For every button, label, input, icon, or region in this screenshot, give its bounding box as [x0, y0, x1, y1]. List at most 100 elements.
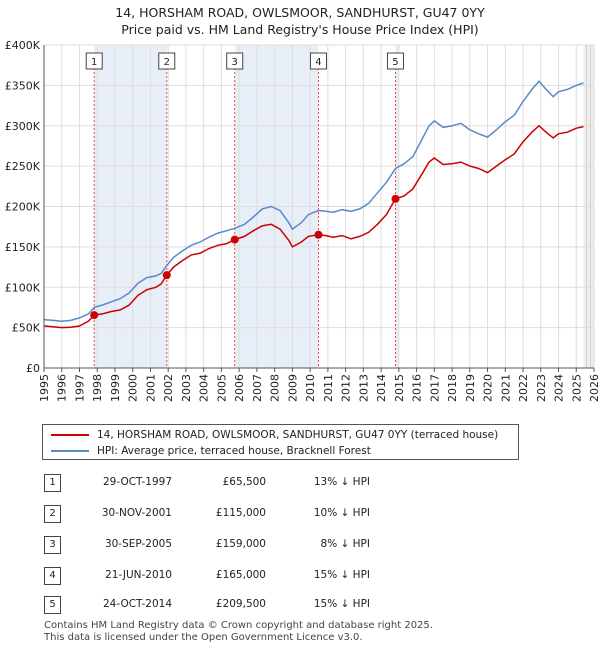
marker-label-box — [309, 52, 327, 70]
marker-label: 1 — [91, 57, 97, 68]
sale-point — [314, 230, 323, 239]
x-tick-label: 1995 — [38, 374, 51, 402]
x-tick-label: 2022 — [517, 374, 530, 402]
marker-label: 4 — [315, 57, 321, 68]
transaction-price: £209,500 — [215, 598, 266, 610]
y-tick-label: £0 — [26, 362, 40, 375]
sale-point — [391, 194, 400, 203]
x-tick-label: 2013 — [357, 374, 370, 402]
legend-label-price: 14, HORSHAM ROAD, OWLSMOOR, SANDHURST, G… — [97, 429, 499, 441]
price-paid-line — [43, 124, 584, 329]
y-tick-label: £400K — [5, 39, 41, 52]
x-tick-label: 2014 — [375, 374, 388, 402]
transaction-number: 1 — [44, 474, 61, 492]
x-tick-label: 2010 — [304, 374, 317, 402]
x-tick-label: 2020 — [482, 374, 495, 402]
transaction-price: £115,000 — [215, 507, 266, 519]
transaction-marker-lines: 1 2 3 4 5 — [85, 52, 404, 368]
legend-item-hpi: HPI: Average price, terraced house, Brac… — [51, 443, 371, 459]
transaction-price: £159,000 — [215, 538, 266, 550]
marker-label: 2 — [164, 57, 170, 68]
marker-label: 3 — [232, 57, 238, 68]
x-tick-label: 2015 — [393, 374, 406, 402]
footer-copyright: Contains HM Land Registry data © Crown c… — [44, 620, 433, 631]
transaction-hpi-diff: 10% ↓ HPI — [313, 507, 370, 519]
transaction-price: £165,000 — [215, 569, 266, 581]
title-line-2: Price paid vs. HM Land Registry's House … — [121, 22, 479, 37]
legend-label-hpi: HPI: Average price, terraced house, Brac… — [97, 445, 371, 457]
table-row: 5 24-OCT-2014 £209,500 15% ↓ HPI — [0, 596, 600, 614]
transaction-number: 5 — [44, 596, 61, 614]
legend-swatch-price — [51, 434, 89, 436]
x-tick-label: 1996 — [56, 374, 69, 402]
x-tick-label: 2026 — [588, 374, 600, 402]
transaction-hpi-diff: 13% ↓ HPI — [313, 476, 370, 488]
chart-title: 14, HORSHAM ROAD, OWLSMOOR, SANDHURST, G… — [0, 4, 600, 38]
x-tick-label: 2004 — [198, 374, 211, 402]
transaction-price: £65,500 — [222, 476, 266, 488]
legend-swatch-hpi — [51, 450, 89, 452]
y-tick-label: £150K — [5, 241, 41, 254]
y-tick-label: £50K — [12, 322, 41, 335]
x-tick-label: 2008 — [269, 374, 282, 402]
table-row: 3 30-SEP-2005 £159,000 8% ↓ HPI — [0, 536, 600, 554]
transaction-number: 3 — [44, 536, 61, 554]
x-tick-label: 2012 — [340, 374, 353, 402]
x-tick-label: 2021 — [499, 374, 512, 402]
legend: 14, HORSHAM ROAD, OWLSMOOR, SANDHURST, G… — [42, 424, 519, 460]
axes: £0 £50K £100K £150K £200K £250K £300K £350K £400… — [5, 39, 600, 402]
y-tick-label: £300K — [5, 120, 41, 133]
x-tick-label: 2003 — [180, 374, 193, 402]
y-tick-label: £200K — [5, 201, 41, 214]
transaction-date: 30-NOV-2001 — [101, 507, 172, 519]
legend-item-price: 14, HORSHAM ROAD, OWLSMOOR, SANDHURST, G… — [51, 427, 498, 443]
transaction-number: 4 — [44, 567, 61, 585]
x-tick-label: 2023 — [535, 374, 548, 402]
sale-point — [90, 311, 99, 320]
x-tick-label: 2001 — [144, 374, 157, 402]
price-chart: 1 2 3 4 5 £0 £50K £100K £150K £200K £250K £300K £35… — [5, 39, 600, 402]
y-tick-label: £100K — [5, 281, 41, 294]
transaction-date: 21-JUN-2010 — [105, 569, 172, 581]
x-tick-label: 1997 — [73, 374, 86, 402]
table-row: 2 30-NOV-2001 £115,000 10% ↓ HPI — [0, 505, 600, 523]
x-tick-label: 1998 — [91, 374, 104, 402]
y-tick-label: £350K — [5, 79, 41, 92]
x-tick-label: 2011 — [322, 374, 335, 402]
y-tick-label: £250K — [5, 160, 41, 173]
x-tick-label: 2002 — [162, 374, 175, 402]
x-tick-label: 2006 — [233, 374, 246, 402]
x-tick-label: 2017 — [428, 374, 441, 402]
transaction-date: 29-OCT-1997 — [103, 476, 172, 488]
hpi-line — [43, 80, 584, 322]
transaction-date: 30-SEP-2005 — [104, 538, 172, 550]
transaction-number: 2 — [44, 505, 61, 523]
sale-point — [230, 235, 239, 244]
transaction-hpi-diff: 15% ↓ HPI — [313, 569, 370, 581]
footer: Contains HM Land Registry data © Crown c… — [44, 620, 433, 644]
x-tick-label: 2009 — [286, 374, 299, 402]
x-tick-label: 2005 — [215, 374, 228, 402]
x-tick-label: 1999 — [109, 374, 122, 402]
x-tick-label: 2019 — [464, 374, 477, 402]
marker-label-box — [386, 52, 404, 70]
transaction-date: 24-OCT-2014 — [103, 598, 172, 610]
sale-point — [162, 271, 171, 280]
marker-label-box — [85, 52, 103, 70]
table-row: 1 29-OCT-1997 £65,500 13% ↓ HPI — [0, 474, 600, 492]
transaction-hpi-diff: 8% ↓ HPI — [320, 538, 370, 550]
series-lines — [43, 80, 584, 329]
marker-label: 5 — [392, 57, 398, 68]
marker-label-box — [158, 52, 176, 70]
transaction-hpi-diff: 15% ↓ HPI — [313, 598, 370, 610]
x-tick-label: 2018 — [446, 374, 459, 402]
footer-license: This data is licensed under the Open Gov… — [44, 632, 363, 643]
x-tick-label: 2025 — [570, 374, 583, 402]
x-tick-label: 2024 — [553, 374, 566, 402]
x-tick-label: 2000 — [127, 374, 140, 402]
marker-label-box — [226, 52, 244, 70]
x-tick-label: 2007 — [251, 374, 264, 402]
table-row: 4 21-JUN-2010 £165,000 15% ↓ HPI — [0, 567, 600, 585]
x-tick-label: 2016 — [411, 374, 424, 402]
title-line-1: 14, HORSHAM ROAD, OWLSMOOR, SANDHURST, G… — [115, 5, 485, 20]
